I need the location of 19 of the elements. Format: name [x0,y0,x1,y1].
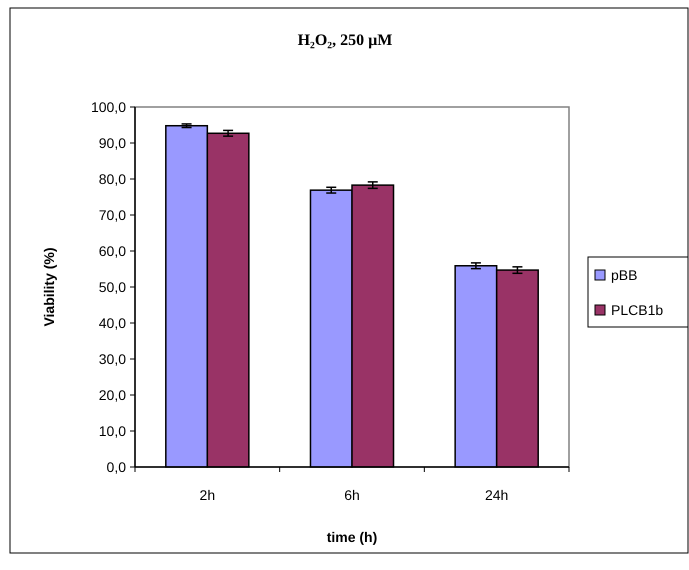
y-tick-label: 10,0 [98,422,126,439]
y-tick-label: 80,0 [98,170,126,187]
y-tick-label: 30,0 [98,350,126,367]
x-axis-title: time (h) [326,529,378,545]
chart-title: H₂O₂, 250 µM [298,32,392,49]
legend-label: PLCB1b [611,302,664,318]
x-tick-label: 2h [200,487,216,503]
y-tick-label: 20,0 [98,386,126,403]
y-tick-label: 0,0 [106,458,126,475]
y-tick-label: 90,0 [98,134,126,151]
y-tick-label: 70,0 [98,206,126,223]
y-axis-title: Viability (%) [41,247,57,327]
x-tick-label: 6h [344,487,360,503]
y-tick-label: 100,0 [90,98,126,115]
x-tick-label: 24h [484,487,508,503]
y-tick-label: 50,0 [98,278,126,295]
y-tick-label: 60,0 [98,242,126,259]
y-tick-label: 40,0 [98,314,126,331]
legend-label: pBB [611,266,638,283]
